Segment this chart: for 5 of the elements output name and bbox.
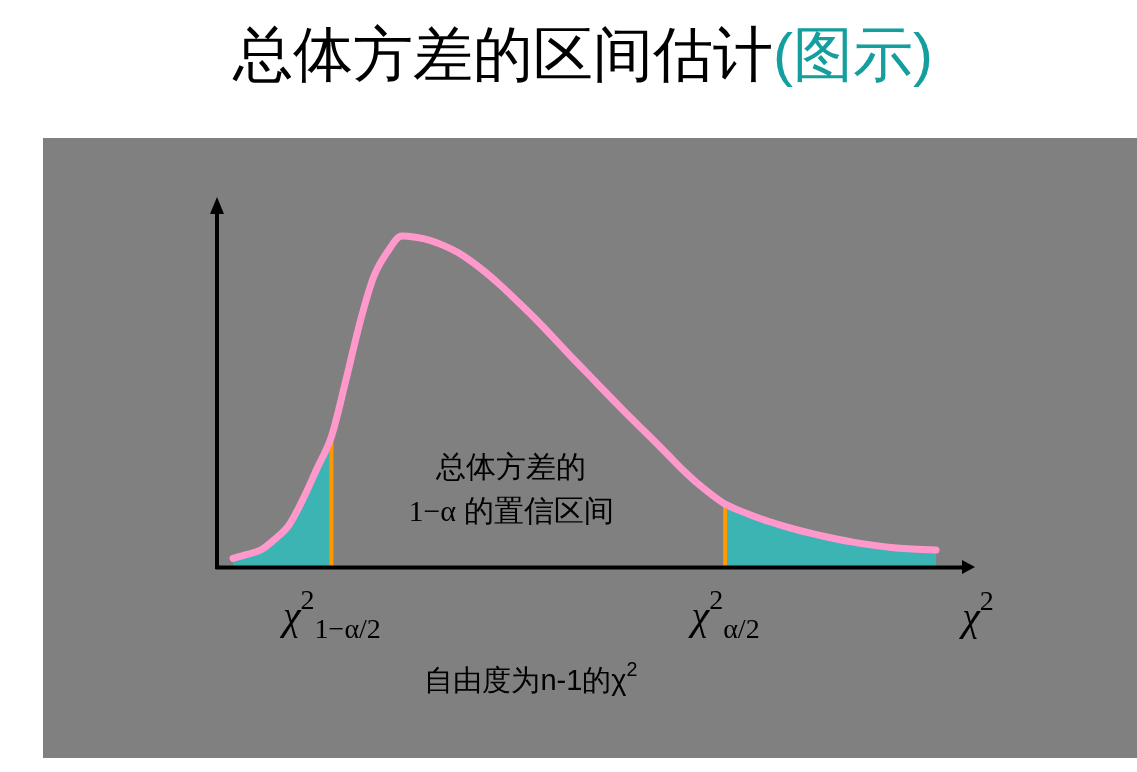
text: 自由度为n-1的χ$^{2}$ — [424, 657, 638, 696]
annotation: 总体方差的 1−α 的置信区间 — [408, 450, 614, 527]
chart-subtitle: (图示) — [773, 21, 933, 88]
chart-title: 总体方差的区间估计 — [232, 22, 774, 88]
x-axis-title: χ$^{2}$ — [958, 585, 994, 639]
